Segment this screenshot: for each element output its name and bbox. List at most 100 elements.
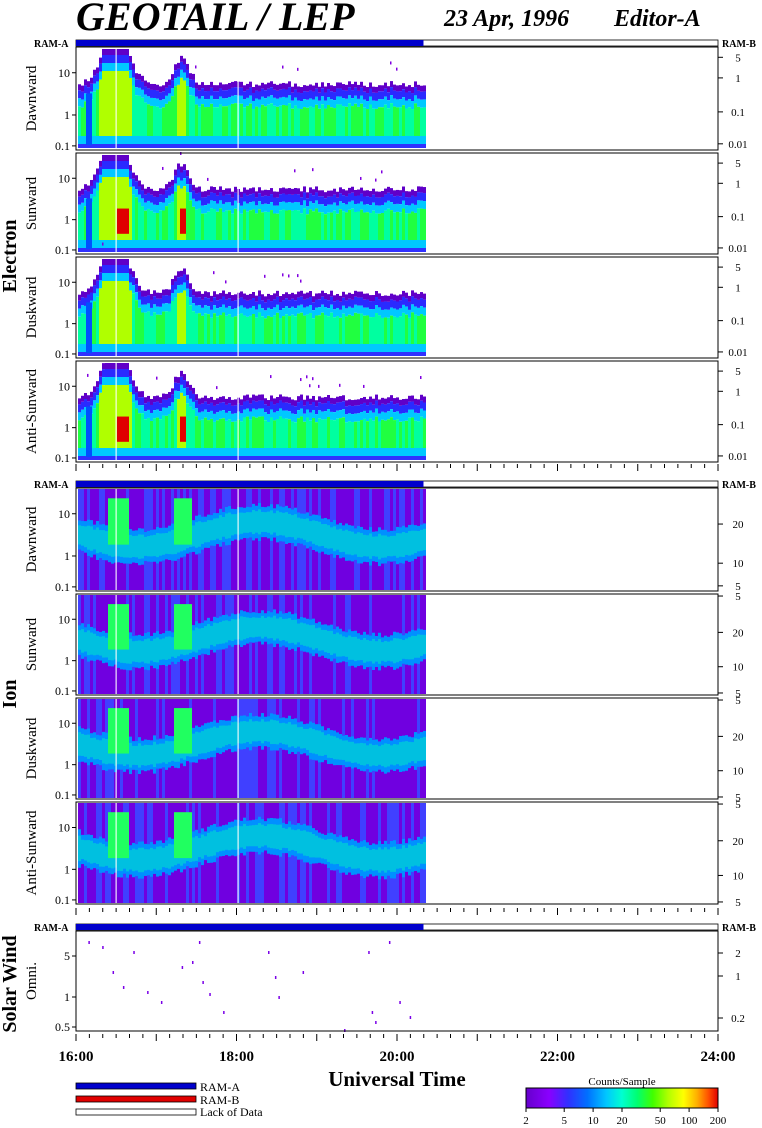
panel-frame bbox=[75, 256, 719, 359]
x-tick-label: 18:00 bbox=[219, 1049, 254, 1065]
panel-frame bbox=[75, 487, 719, 592]
ram-bar: RAM-A RAM-B bbox=[34, 39, 756, 50]
panel-electron-sunward: Sunward 10 1 0.1 5 1 0.1 0.01 bbox=[24, 151, 748, 257]
left-tick-label: 10 bbox=[58, 66, 70, 80]
legend-swatch-ram-a bbox=[75, 1082, 197, 1090]
right-tick-label: 0.1 bbox=[731, 316, 745, 328]
left-tick-label: 1 bbox=[64, 317, 70, 331]
right-tick-label: 0.01 bbox=[728, 347, 747, 359]
colorbar-tick-label: 5 bbox=[561, 1115, 567, 1127]
left-tick-label: 1 bbox=[64, 421, 70, 435]
panel-frame bbox=[75, 152, 719, 255]
left-tick-label: 0.1 bbox=[55, 893, 70, 907]
legend-swatch-ram-b bbox=[75, 1095, 197, 1103]
left-tick-label: 0.5 bbox=[55, 1020, 70, 1034]
left-tick-label: 0.1 bbox=[55, 243, 70, 257]
x-tick-label: 16:00 bbox=[59, 1049, 94, 1065]
ram-b-label: RAM-B bbox=[722, 923, 756, 934]
right-tick-label: 5 bbox=[735, 591, 741, 603]
colorbar-tick-label: 200 bbox=[710, 1115, 727, 1127]
right-tick-label: 20 bbox=[733, 731, 745, 743]
panel-electron-duskward: Duskward 10 1 0.1 5 1 0.1 0.01 bbox=[24, 242, 748, 361]
left-tick-label: 1 bbox=[64, 108, 70, 122]
panel-electron-anti-sunward: Anti-Sunward 10 1 0.1 5 1 0.1 0.01 bbox=[24, 360, 748, 465]
right-tick-label: 5 bbox=[735, 792, 741, 804]
sw-point bbox=[371, 1011, 374, 1014]
sw-point bbox=[388, 941, 391, 944]
left-tick-label: 5 bbox=[64, 949, 70, 963]
legend-label-ram-a: RAM-A bbox=[200, 1080, 240, 1094]
left-tick-label: 0.1 bbox=[55, 788, 70, 802]
right-tick-label: 1 bbox=[735, 178, 741, 190]
right-tick-label: 5 bbox=[735, 799, 741, 811]
sw-point bbox=[399, 1001, 401, 1004]
left-tick-label: 1 bbox=[64, 862, 70, 876]
time-axis: 16:00 18:00 20:00 22:00 24:00 bbox=[59, 1049, 736, 1065]
right-tick-label: 10 bbox=[733, 870, 745, 882]
sw-point bbox=[133, 951, 135, 954]
panel-frame bbox=[75, 360, 719, 463]
left-tick-label: 1 bbox=[64, 213, 70, 227]
sw-point bbox=[181, 966, 184, 969]
sw-point bbox=[274, 976, 277, 979]
left-tick-label: 10 bbox=[58, 507, 70, 521]
left-tick-label: 1 bbox=[64, 758, 70, 772]
right-tick-label: 0.1 bbox=[731, 420, 745, 432]
panel-frame bbox=[75, 801, 719, 905]
group-label-ion: Ion bbox=[0, 680, 21, 709]
right-tick-label: 10 bbox=[733, 766, 745, 778]
group-time-ticks bbox=[75, 908, 719, 915]
ram-legend: RAM-A RAM-B Lack of Data bbox=[75, 1080, 263, 1119]
left-tick-label: 10 bbox=[58, 612, 70, 626]
figure-title: GEOTAIL / LEP bbox=[76, 0, 355, 39]
date-label: 23 Apr, 1996 bbox=[443, 6, 569, 32]
sw-point bbox=[375, 1021, 377, 1024]
panel-label: Anti-Sunward bbox=[24, 369, 40, 454]
right-tick-label: 20 bbox=[733, 519, 745, 531]
panel-frame bbox=[75, 593, 719, 696]
left-tick-label: 1 bbox=[64, 549, 70, 563]
panel-label: Duskward bbox=[24, 717, 40, 779]
sw-point bbox=[88, 941, 90, 944]
sw-point bbox=[209, 993, 211, 996]
legend-label-lack-of-data: Lack of Data bbox=[200, 1105, 263, 1119]
sw-point bbox=[192, 961, 194, 964]
colorbar-tick-label: 20 bbox=[617, 1115, 629, 1127]
right-tick-label: 5 bbox=[735, 262, 741, 274]
sw-point bbox=[147, 991, 149, 994]
ram-bar-ram-a bbox=[76, 481, 424, 487]
ram-bar: RAM-A RAM-B bbox=[34, 923, 756, 934]
left-tick-label: 0.1 bbox=[55, 684, 70, 698]
spectrogram-data bbox=[78, 803, 426, 903]
right-tick-label: 20 bbox=[733, 627, 745, 639]
panel-ion-duskward: Duskward 10 1 0.1 5 20 10 5 bbox=[24, 695, 744, 804]
sw-point bbox=[368, 951, 370, 954]
x-tick-label: 24:00 bbox=[701, 1049, 736, 1065]
sw-point bbox=[223, 1011, 225, 1014]
right-tick-label: 5 bbox=[735, 52, 741, 64]
right-tick-label: 5 bbox=[735, 158, 741, 170]
ram-b-label: RAM-B bbox=[722, 39, 756, 50]
right-tick-label: 2 bbox=[735, 948, 741, 960]
colorbar-tick-label: 100 bbox=[681, 1115, 698, 1127]
panel-label: Sunward bbox=[24, 176, 40, 230]
spectrogram-data bbox=[88, 941, 412, 1032]
right-tick-label: 0.01 bbox=[728, 139, 747, 151]
colorbar-tick-label: 50 bbox=[655, 1115, 667, 1127]
group-time-ticks bbox=[75, 1034, 719, 1041]
right-tick-label: 5 bbox=[735, 897, 741, 909]
right-tick-label: 10 bbox=[733, 558, 745, 570]
panel-frame bbox=[75, 930, 719, 1032]
sw-point bbox=[202, 981, 204, 984]
sw-point bbox=[122, 986, 125, 989]
right-tick-label: 1 bbox=[735, 971, 741, 983]
sw-point bbox=[198, 941, 201, 944]
right-tick-label: 0.1 bbox=[731, 212, 745, 224]
group-label-solar-wind: Solar Wind bbox=[0, 935, 21, 1032]
colorbar bbox=[525, 1087, 719, 1109]
right-tick-label: 0.01 bbox=[728, 243, 747, 255]
left-tick-label: 10 bbox=[58, 171, 70, 185]
spectrogram-data bbox=[78, 151, 426, 252]
right-tick-label: 1 bbox=[735, 386, 741, 398]
panel-label: Anti-Sunward bbox=[24, 810, 40, 895]
